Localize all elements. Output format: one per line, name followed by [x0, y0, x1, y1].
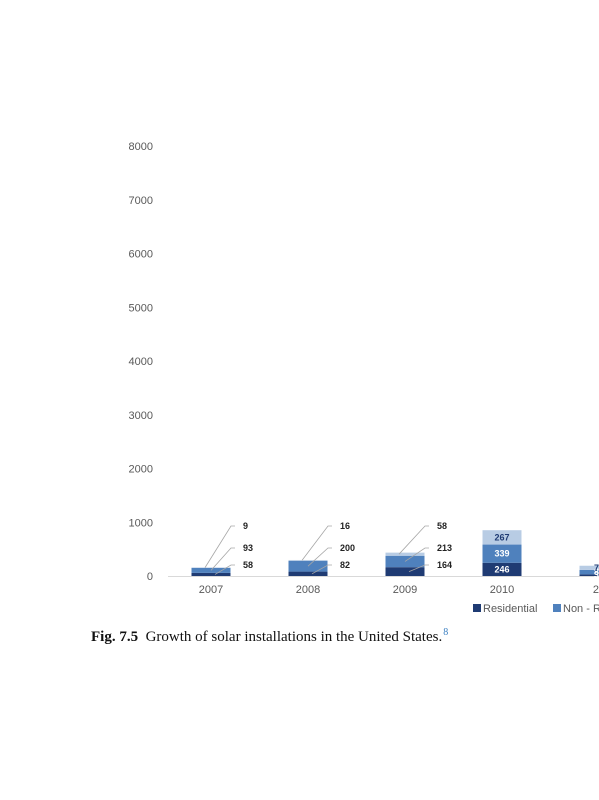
callout-value-label: 164: [437, 560, 452, 570]
bar-value-label: 267: [494, 532, 509, 542]
bar-group-2008: [288, 559, 328, 576]
callout-value-label: 93: [243, 543, 253, 553]
callout-value-label: 213: [437, 543, 452, 553]
x-tick-label: 2007: [199, 584, 223, 596]
footnote-ref[interactable]: 8: [443, 627, 449, 638]
figure-caption: Fig. 7.5 Growth of solar installations i…: [91, 627, 448, 646]
bar-value-label: 246: [494, 564, 509, 574]
bar-group-2010: [482, 530, 522, 576]
y-tick-label: 4000: [129, 356, 153, 368]
caption-text: Growth of solar installations in the Uni…: [145, 629, 443, 645]
callout-value-label: 58: [437, 521, 447, 531]
y-tick-label: 8000: [129, 141, 153, 153]
bar-group-2009: [385, 552, 425, 576]
bar-segment: [385, 552, 425, 556]
bar-segment: [482, 562, 522, 576]
bar-group-20: [579, 565, 599, 576]
callout-leader-line: [307, 547, 332, 567]
y-tick-label: 1000: [129, 517, 153, 529]
y-tick-label: 5000: [129, 302, 153, 314]
y-tick-label: 7000: [129, 195, 153, 207]
bar-value-label: 339: [494, 549, 509, 559]
callout-annotations: 9 93 58 16 200 82 58 213 164: [204, 521, 452, 575]
callout-leader-line: [408, 564, 429, 572]
bar-segment: [191, 572, 231, 576]
legend-label: Non - R: [563, 603, 599, 615]
callout-value-label: 16: [340, 521, 350, 531]
callout-leader-line: [210, 547, 235, 571]
callout-leader-line: [204, 525, 235, 568]
x-tick-label: 2010: [490, 584, 514, 596]
callout-leader-line: [398, 525, 429, 555]
bar-segment: [579, 574, 599, 576]
bar-segment: [288, 559, 328, 561]
callout-leader-line: [301, 525, 332, 561]
y-axis: 0 1000 2000 3000 4000 5000 6000 7000 8000: [129, 141, 153, 583]
bar-value-label: 30: [594, 570, 599, 580]
bar-segment: [482, 544, 522, 563]
bar-value-label: 78: [594, 563, 599, 573]
x-tick-label: 2009: [393, 584, 417, 596]
x-axis: 2007 2008 2009 2010 20: [168, 576, 599, 596]
bar-segment: [288, 571, 328, 576]
callout-value-label: 82: [340, 560, 350, 570]
legend: Residential Non - R: [473, 603, 599, 615]
x-tick-label: 20: [593, 584, 599, 596]
callout-leader-line: [214, 564, 235, 575]
bar-segment: [579, 569, 599, 575]
callout-value-label: 200: [340, 543, 355, 553]
bar-segment: [191, 567, 231, 568]
y-tick-label: 2000: [129, 464, 153, 476]
figure-label: Fig. 7.5: [91, 629, 139, 645]
x-tick-label: 2008: [296, 584, 320, 596]
callout-leader-line: [311, 564, 332, 575]
legend-swatch: [553, 604, 561, 612]
callout-value-label: 9: [243, 521, 248, 531]
bar-segment: [579, 565, 599, 570]
bar-segment: [385, 567, 425, 576]
y-tick-label: 0: [147, 571, 153, 583]
bar-value-label: 83: [594, 567, 599, 577]
bar-segment: [482, 530, 522, 545]
legend-swatch: [473, 604, 481, 612]
y-tick-label: 3000: [129, 410, 153, 422]
y-tick-label: 6000: [129, 249, 153, 261]
legend-label: Residential: [483, 603, 537, 615]
callout-leader-line: [404, 547, 429, 562]
callout-value-label: 58: [243, 560, 253, 570]
bar-groups: 246 339 267 308378: [191, 530, 599, 580]
